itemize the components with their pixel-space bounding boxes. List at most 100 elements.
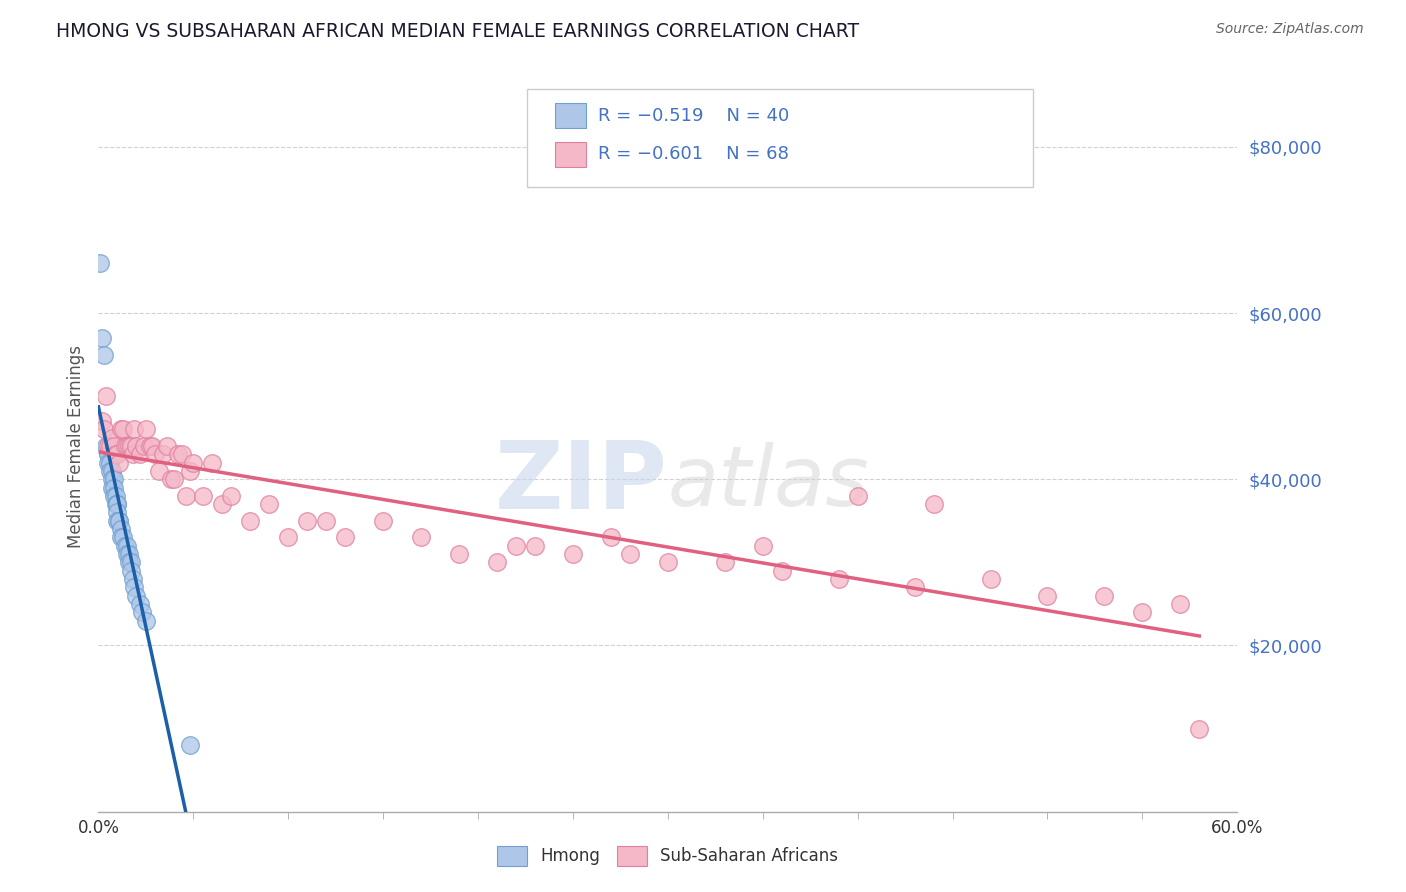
Point (562, 547, 585, 561)
Point (135, 422, 157, 436)
Point (107, 506, 129, 520)
Point (115, 547, 138, 561)
Point (118, 439, 141, 453)
Legend: Hmong, Sub-Saharan Africans: Hmong, Sub-Saharan Africans (498, 847, 838, 865)
Point (103, 439, 125, 453)
Point (449, 547, 471, 561)
Point (505, 539, 527, 553)
Point (148, 464, 170, 478)
Point (104, 447, 127, 461)
Point (108, 514, 131, 528)
Point (152, 447, 174, 461)
Point (120, 564, 142, 578)
Point (619, 547, 641, 561)
Point (1094, 589, 1116, 603)
Point (121, 572, 143, 586)
Point (121, 447, 143, 461)
Point (118, 555, 141, 569)
Point (259, 497, 281, 511)
Point (277, 530, 299, 544)
Point (103, 489, 125, 503)
Point (98, 464, 121, 478)
Point (108, 514, 131, 528)
Point (904, 580, 927, 594)
Point (221, 489, 243, 503)
Point (752, 539, 775, 553)
Point (183, 456, 205, 470)
Point (98, 456, 121, 470)
Point (120, 555, 142, 569)
Point (1188, 722, 1211, 736)
Point (94, 439, 117, 453)
Point (110, 422, 132, 436)
Point (129, 447, 152, 461)
Point (179, 464, 201, 478)
Point (103, 472, 125, 486)
Point (93, 347, 115, 362)
Point (110, 522, 132, 536)
Text: R = −0.601    N = 68: R = −0.601 N = 68 (598, 145, 789, 163)
Point (97, 447, 120, 461)
Point (118, 547, 141, 561)
Point (100, 431, 122, 445)
Point (104, 497, 127, 511)
Point (174, 489, 197, 503)
Point (115, 439, 138, 453)
Point (167, 447, 190, 461)
Point (141, 439, 163, 453)
Point (100, 472, 122, 486)
Text: HMONG VS SUBSAHARAN AFRICAN MEDIAN FEMALE EARNINGS CORRELATION CHART: HMONG VS SUBSAHARAN AFRICAN MEDIAN FEMAL… (56, 22, 859, 41)
Point (411, 530, 433, 544)
Point (129, 597, 152, 611)
Point (770, 564, 793, 578)
Point (714, 555, 737, 569)
Point (156, 439, 179, 453)
Point (657, 555, 679, 569)
Point (239, 514, 262, 528)
Point (922, 497, 945, 511)
Point (93, 422, 115, 436)
Point (170, 447, 193, 461)
Point (297, 514, 319, 528)
Point (100, 481, 122, 495)
Point (107, 497, 129, 511)
Point (120, 439, 142, 453)
Point (97, 439, 120, 453)
Point (107, 497, 129, 511)
Point (114, 439, 136, 453)
Point (211, 497, 233, 511)
Point (600, 530, 623, 544)
Point (124, 422, 146, 436)
Point (91, 414, 114, 428)
Point (108, 456, 131, 470)
Point (159, 472, 181, 486)
Point (135, 614, 157, 628)
Point (124, 580, 146, 594)
Point (315, 514, 337, 528)
Point (138, 439, 160, 453)
Point (524, 539, 547, 553)
Point (100, 464, 122, 478)
Point (125, 589, 148, 603)
Point (1132, 605, 1154, 619)
Point (104, 489, 127, 503)
Point (132, 439, 155, 453)
Text: Source: ZipAtlas.com: Source: ZipAtlas.com (1216, 22, 1364, 37)
Text: R = −0.519    N = 40: R = −0.519 N = 40 (598, 107, 789, 125)
Point (179, 738, 201, 752)
Text: ZIP: ZIP (495, 436, 668, 529)
Point (94, 389, 117, 403)
Point (125, 439, 148, 453)
Point (114, 539, 136, 553)
Point (97, 447, 120, 461)
Point (979, 572, 1001, 586)
Point (91, 331, 114, 345)
Point (486, 555, 509, 569)
Y-axis label: Median Female Earnings: Median Female Earnings (66, 344, 84, 548)
Point (828, 572, 851, 586)
Point (97, 456, 120, 470)
Point (110, 530, 132, 544)
Point (201, 456, 224, 470)
Text: atlas: atlas (668, 442, 869, 523)
Point (335, 530, 357, 544)
